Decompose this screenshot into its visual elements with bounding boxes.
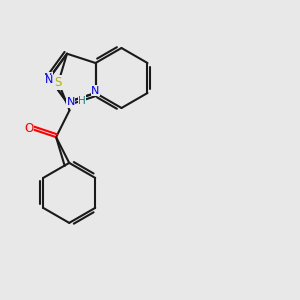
Text: N: N xyxy=(45,75,53,85)
Text: N: N xyxy=(91,85,100,96)
Text: N: N xyxy=(66,97,75,107)
Text: N: N xyxy=(44,73,52,83)
Text: O: O xyxy=(25,122,34,135)
Text: S: S xyxy=(55,76,62,89)
Text: H: H xyxy=(78,96,86,106)
